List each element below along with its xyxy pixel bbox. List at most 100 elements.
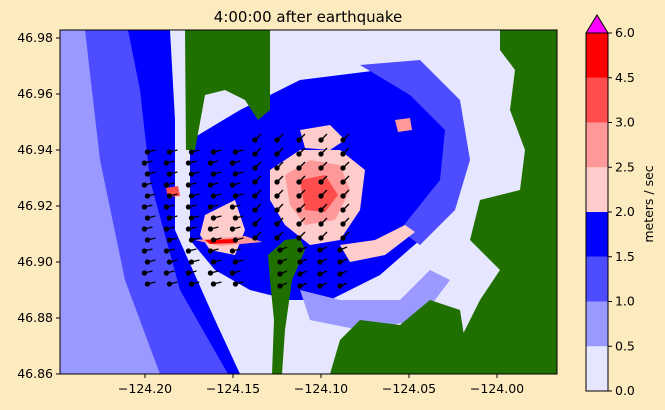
velocity-arrow (342, 133, 350, 141)
velocity-arrow (166, 160, 175, 164)
x-tick-label: −124.05 (382, 381, 436, 396)
colorbar-segment (586, 346, 608, 391)
velocity-arrow (279, 270, 288, 275)
velocity-arrow (210, 204, 219, 208)
velocity-arrow (188, 226, 197, 230)
velocity-arrow (144, 248, 153, 252)
velocity-arrow (191, 281, 200, 285)
velocity-arrow (254, 231, 262, 239)
colorbar-segment (586, 212, 608, 257)
velocity-arrow (342, 231, 350, 239)
velocity-arrow (210, 182, 219, 186)
velocity-arrow (235, 281, 244, 285)
colorbar-tick-label: 1.5 (615, 249, 635, 264)
land-north-spit (185, 30, 270, 150)
velocity-arrow (210, 248, 219, 252)
offshore-core-band (128, 30, 240, 374)
velocity-arrow (144, 270, 153, 274)
velocity-arrow (319, 246, 328, 251)
velocity-arrow (191, 237, 200, 241)
velocity-arrow (166, 248, 175, 252)
land-northeast (460, 30, 557, 374)
velocity-arrow (254, 161, 262, 169)
velocity-arrow (191, 149, 200, 153)
velocity-arrow (339, 258, 348, 263)
y-tick-label: 46.90 (17, 254, 53, 269)
velocity-arrow (298, 203, 306, 211)
velocity-arrow (166, 182, 175, 186)
velocity-arrow (342, 217, 350, 225)
velocity-arrow (298, 161, 306, 169)
velocity-arrow (276, 217, 284, 225)
y-tick-label: 46.86 (17, 366, 53, 381)
velocity-arrow (232, 204, 241, 208)
colorbar-tick-label: 6.0 (615, 25, 635, 40)
x-tick-label: −124.00 (470, 381, 524, 396)
land-south-spit (268, 238, 305, 374)
velocity-arrow (299, 258, 308, 263)
y-tick-label: 46.88 (17, 310, 53, 325)
north-channel-speed (300, 125, 345, 150)
colorbar-segment (586, 167, 608, 212)
velocity-arrow (144, 226, 153, 230)
velocity-arrow (276, 231, 284, 239)
velocity-arrow (188, 248, 197, 252)
velocity-arrow (144, 160, 153, 164)
velocity-arrow (147, 149, 156, 153)
velocity-arrow (213, 281, 222, 285)
velocity-arrow (147, 259, 156, 263)
velocity-arrow (298, 175, 306, 183)
bay-medium-region (360, 60, 470, 245)
velocity-arrow (232, 182, 241, 186)
velocity-arrow (213, 259, 222, 263)
velocity-arrow (276, 203, 284, 211)
velocity-arrow (254, 217, 262, 225)
velocity-arrow (147, 215, 156, 219)
y-tick-label: 46.94 (17, 142, 53, 157)
colorbar-segment (586, 301, 608, 347)
colorbar-tick-label: 0.5 (615, 338, 635, 353)
velocity-arrow (213, 237, 222, 241)
velocity-arrow (235, 215, 244, 219)
map-plot (60, 30, 557, 374)
velocity-arrow (147, 281, 156, 285)
x-tick-label: −124.10 (294, 381, 348, 396)
velocity-arrow (342, 161, 350, 169)
velocity-arrow (299, 270, 308, 275)
velocity-arrow (279, 258, 288, 263)
plot-frame (59, 29, 558, 375)
velocity-arrow (213, 149, 222, 153)
colorbar-segment (586, 33, 608, 78)
colorbar-tick-label: 2.0 (615, 204, 635, 219)
velocity-arrow (276, 133, 284, 141)
colorbar-tick-label: 1.0 (615, 294, 635, 309)
velocity-arrow (319, 258, 328, 263)
y-tick-label: 46.96 (17, 86, 53, 101)
velocity-arrow (147, 171, 156, 175)
velocity-arrow (166, 270, 175, 274)
velocity-arrow (188, 182, 197, 186)
velocity-arrows (141, 133, 350, 289)
velocity-arrow (147, 237, 156, 241)
velocity-arrow (342, 189, 350, 197)
velocity-arrow (144, 204, 153, 208)
colorbar: 0.0 0.5 1.0 1.5 2.0 2.5 3.0 4.5 6.0 meters / sec (585, 14, 656, 398)
velocity-arrow (279, 246, 288, 251)
velocity-arrow (232, 248, 241, 252)
colorbar-label: meters / sec (641, 165, 656, 242)
velocity-arrow (169, 215, 178, 219)
velocity-arrow (213, 193, 222, 197)
velocity-arrow (210, 160, 219, 164)
velocity-arrow (320, 175, 328, 183)
velocity-arrow (213, 215, 222, 219)
velocity-arrow (254, 189, 262, 197)
velocity-arrow (235, 259, 244, 263)
colorbar-segment (586, 256, 608, 302)
velocity-arrow (169, 193, 178, 197)
velocity-arrow (210, 270, 219, 274)
velocity-arrow (191, 193, 200, 197)
velocity-arrow (232, 270, 241, 274)
velocity-arrow (342, 147, 350, 155)
velocity-arrow (320, 203, 328, 211)
